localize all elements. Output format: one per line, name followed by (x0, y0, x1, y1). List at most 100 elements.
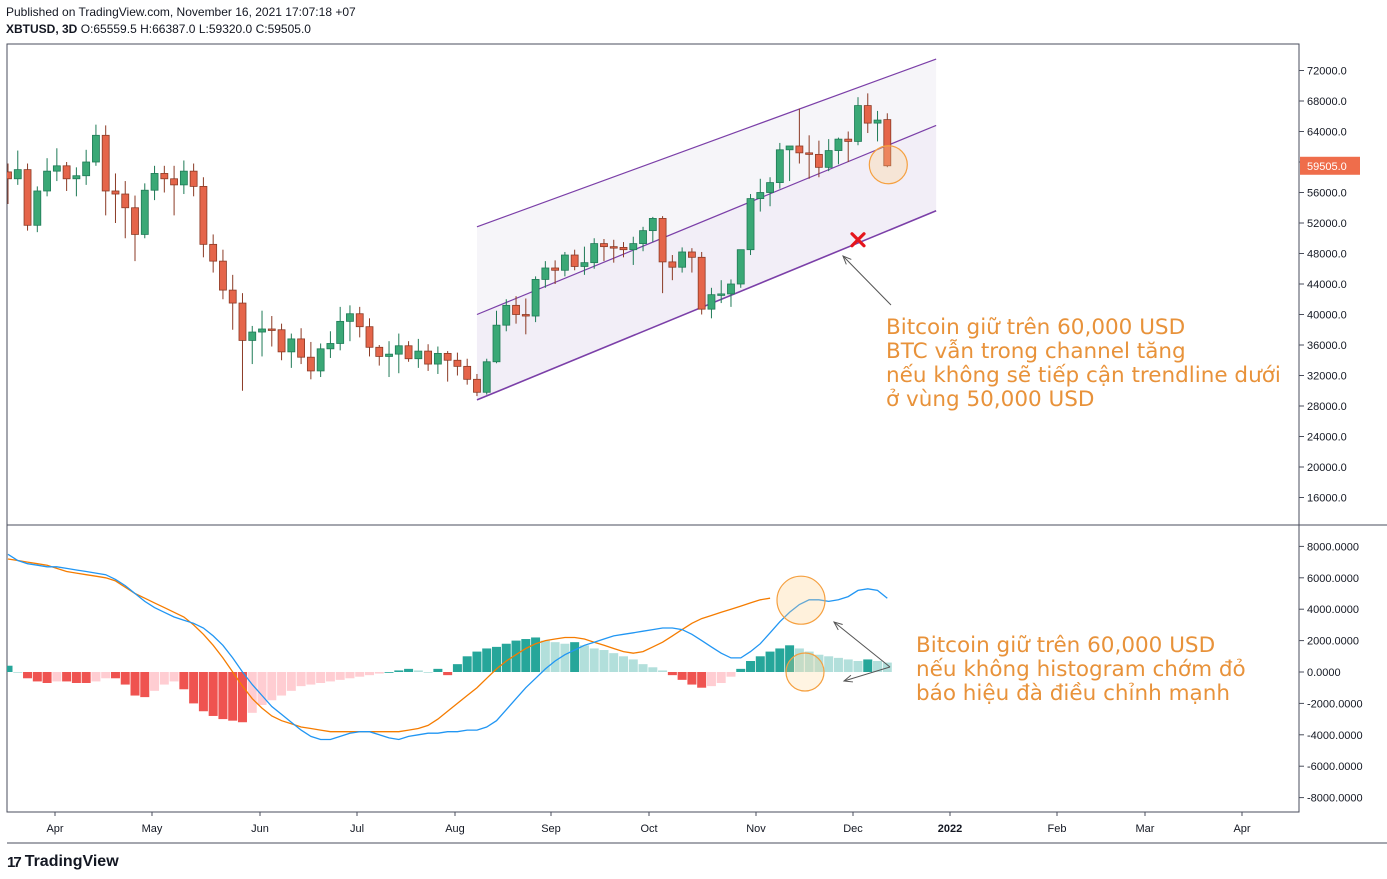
high-label: H: (140, 22, 153, 36)
histogram-bar (237, 672, 247, 723)
time-tick-label: Apr (46, 823, 63, 835)
candle-body (219, 260, 227, 291)
candle-body (258, 328, 266, 333)
candle (258, 310, 266, 357)
candle (277, 323, 286, 361)
candle-body (13, 169, 22, 180)
candle-body (551, 267, 560, 271)
candle-body (678, 251, 687, 268)
price-tick-label: 68000.0 (1307, 96, 1347, 108)
candle-body (766, 182, 774, 193)
candle (482, 358, 491, 395)
candle-body (580, 262, 589, 267)
histogram-bar (658, 670, 668, 672)
histogram-bar (648, 667, 658, 672)
candle (756, 178, 765, 212)
candle-body (541, 267, 550, 280)
histogram-bar (140, 672, 150, 698)
histogram-bar (501, 643, 511, 672)
candle (560, 251, 569, 277)
candle-body (23, 169, 32, 226)
candle-body (531, 279, 540, 317)
time-tick-label: May (142, 823, 163, 835)
histogram-bar (364, 672, 374, 676)
candle-body (658, 218, 667, 263)
histogram-bar (677, 672, 687, 680)
low-value: 59320.0 (208, 22, 253, 36)
candle (844, 131, 853, 162)
candle-body (101, 134, 110, 192)
candle (385, 341, 393, 378)
last-price-label: 59505.0 (1307, 161, 1347, 173)
histogram-bar (306, 672, 316, 685)
price-annotation-line-1: Bitcoin giữ trên 60,000 USD (886, 315, 1186, 340)
histogram-bar (814, 654, 824, 672)
candle (453, 352, 462, 376)
candle-body (131, 207, 139, 235)
histogram-bar (247, 672, 257, 713)
candle-body (433, 352, 442, 365)
histogram-bar (531, 637, 541, 672)
candle-body (199, 185, 208, 245)
candle-body (179, 170, 188, 186)
candle-body (502, 304, 511, 326)
histogram-bar (13, 672, 23, 673)
histogram-highlight (785, 652, 825, 692)
histogram-bar (472, 651, 482, 672)
candle (736, 249, 745, 288)
candle (375, 345, 384, 366)
candle (404, 341, 413, 362)
high-value: 66387.0 (152, 22, 196, 36)
candle-body (111, 190, 120, 195)
candle (688, 248, 696, 273)
candle-body (375, 346, 384, 357)
candle (267, 316, 276, 347)
candle (815, 140, 823, 178)
candle-body (883, 119, 892, 167)
target-x-icon (850, 232, 866, 248)
time-tick-label: Nov (746, 823, 766, 835)
price-tick-label: 16000.0 (1307, 493, 1347, 505)
macd-highlight (776, 575, 826, 625)
candle-body (756, 192, 765, 199)
candle-body (717, 293, 726, 296)
histogram-bar (384, 672, 394, 673)
histogram-bar (91, 672, 101, 682)
candle (199, 177, 208, 258)
histogram-bar (824, 656, 834, 672)
time-tick-label: Oct (640, 823, 657, 835)
candle-body (287, 338, 296, 353)
candle (551, 260, 560, 284)
macd-annotation-line-3: báo hiệu đà điều chỉnh mạnh (916, 681, 1230, 706)
candle-body (82, 161, 91, 177)
histogram-bar (404, 668, 414, 672)
price-annotation: Bitcoin giữ trên 60,000 USD BTC vẫn tron… (886, 316, 1281, 412)
candle (492, 310, 501, 364)
candle-body (52, 165, 61, 172)
macd-annotation-line-1: Bitcoin giữ trên 60,000 USD (916, 633, 1216, 658)
candle-body (453, 359, 462, 367)
candle-body (482, 361, 491, 393)
candle-body (43, 170, 51, 192)
candle-body (443, 352, 452, 361)
histogram-bar (736, 668, 746, 672)
histogram-bar (198, 672, 208, 712)
price-tick-label: 44000.0 (1307, 279, 1347, 291)
histogram-bar (413, 670, 423, 672)
histogram-bar (570, 642, 580, 672)
candle-body (394, 345, 403, 355)
histogram-bar (71, 672, 81, 683)
histogram-bar (599, 650, 609, 672)
candle-body (7, 171, 12, 180)
histogram-bar (794, 648, 804, 672)
candle (189, 163, 198, 197)
histogram-bar (863, 659, 873, 672)
chart-frame (6, 43, 1300, 813)
tradingview-footer[interactable]: 17 TradingView (7, 853, 119, 871)
histogram-bar (746, 661, 756, 672)
candle-body (570, 254, 579, 267)
histogram-bar (42, 672, 52, 683)
candle (72, 167, 81, 197)
candle-body (238, 302, 247, 341)
